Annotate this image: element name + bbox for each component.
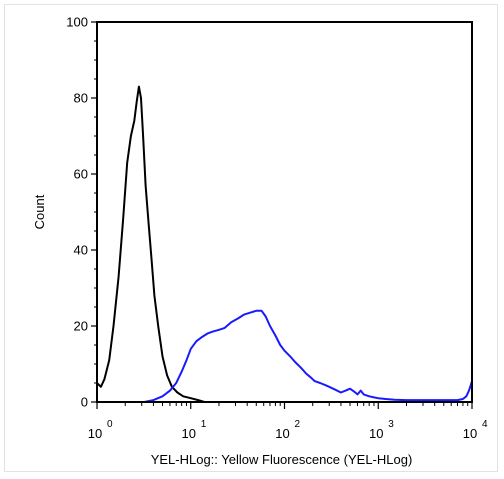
x-axis-label: YEL-HLog:: Yellow Fluorescence (YEL-HLog… [151,452,413,467]
x-tick-label: 10 [182,426,196,441]
x-tick-label: 10 [369,426,383,441]
x-tick-exponent: 3 [388,419,394,430]
x-axis: 10 0 10 1 10 2 10 3 10 4 [88,402,488,441]
x-tick-label: 10 [275,426,289,441]
plot-area-border [96,21,473,403]
y-tick-label: 80 [74,91,88,106]
y-tick-label: 0 [81,395,88,410]
x-tick-exponent: 2 [295,419,301,430]
series-line-1 [96,85,205,403]
x-tick-exponent: 1 [201,419,207,430]
y-tick-label: 100 [66,15,88,30]
y-axis: 0 20 40 60 80 100 [66,15,97,410]
x-tick-label: 10 [463,426,477,441]
series-line-2 [144,309,473,403]
chart-frame [4,4,498,472]
x-tick-exponent: 0 [107,419,113,430]
y-tick-label: 20 [74,319,88,334]
y-tick-label: 40 [74,243,88,258]
y-tick-label: 60 [74,167,88,182]
y-axis-label: Count [32,194,47,229]
x-tick-exponent: 4 [482,419,488,430]
x-tick-label: 10 [88,426,102,441]
